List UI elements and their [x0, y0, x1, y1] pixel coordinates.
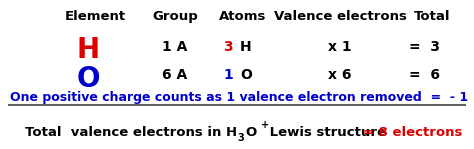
Text: 1: 1 — [223, 68, 233, 82]
Text: 1 A: 1 A — [162, 40, 188, 54]
Text: Lewis structure: Lewis structure — [265, 126, 391, 139]
Text: O: O — [76, 65, 100, 93]
Text: 3: 3 — [237, 133, 244, 143]
Text: =  6: = 6 — [410, 68, 440, 82]
Text: H: H — [76, 36, 100, 64]
Text: One positive charge counts as 1 valence electron removed  =  - 1: One positive charge counts as 1 valence … — [10, 91, 468, 104]
Text: x 6: x 6 — [328, 68, 352, 82]
Text: Total  valence electrons in H: Total valence electrons in H — [25, 126, 237, 139]
Text: Total: Total — [414, 10, 450, 23]
Text: +: + — [261, 120, 269, 130]
Text: =  3: = 3 — [410, 40, 440, 54]
Text: 3: 3 — [223, 40, 233, 54]
Text: Group: Group — [152, 10, 198, 23]
Text: O: O — [240, 68, 252, 82]
Text: Atoms: Atoms — [219, 10, 267, 23]
Text: Element: Element — [64, 10, 126, 23]
Text: Valence electrons: Valence electrons — [273, 10, 406, 23]
Text: 6 A: 6 A — [163, 68, 188, 82]
Text: = 8 electrons: = 8 electrons — [363, 126, 462, 139]
Text: x 1: x 1 — [328, 40, 352, 54]
Text: O: O — [245, 126, 256, 139]
Text: H: H — [240, 40, 252, 54]
